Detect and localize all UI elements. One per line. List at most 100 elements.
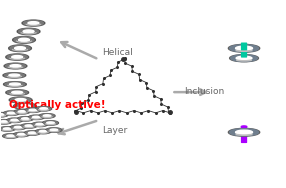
Ellipse shape: [230, 55, 259, 62]
Text: Inclusion: Inclusion: [184, 87, 225, 96]
Ellipse shape: [3, 73, 26, 78]
Ellipse shape: [0, 120, 11, 124]
Ellipse shape: [39, 114, 55, 118]
Ellipse shape: [36, 130, 50, 133]
Ellipse shape: [6, 54, 29, 60]
Ellipse shape: [3, 82, 26, 87]
Ellipse shape: [19, 29, 39, 34]
Ellipse shape: [0, 120, 12, 124]
Ellipse shape: [241, 126, 247, 127]
Ellipse shape: [50, 129, 58, 131]
Ellipse shape: [15, 133, 29, 136]
Ellipse shape: [230, 45, 259, 52]
Ellipse shape: [7, 112, 15, 114]
Ellipse shape: [15, 110, 29, 114]
Ellipse shape: [0, 121, 8, 123]
Ellipse shape: [14, 110, 30, 114]
Ellipse shape: [39, 130, 47, 133]
Ellipse shape: [4, 111, 18, 115]
Ellipse shape: [17, 117, 33, 121]
FancyBboxPatch shape: [241, 126, 247, 143]
Ellipse shape: [29, 109, 37, 111]
Ellipse shape: [11, 119, 19, 121]
Ellipse shape: [229, 44, 260, 52]
Ellipse shape: [9, 97, 32, 103]
Ellipse shape: [0, 113, 7, 117]
Ellipse shape: [18, 117, 33, 121]
Ellipse shape: [19, 105, 30, 108]
Ellipse shape: [40, 114, 54, 118]
Ellipse shape: [9, 83, 20, 86]
Ellipse shape: [9, 74, 20, 77]
Ellipse shape: [24, 131, 40, 135]
Ellipse shape: [43, 121, 57, 125]
Ellipse shape: [3, 111, 19, 115]
Ellipse shape: [11, 97, 31, 103]
Text: Helical: Helical: [102, 48, 132, 57]
Ellipse shape: [12, 56, 23, 58]
Ellipse shape: [5, 64, 25, 68]
Ellipse shape: [13, 36, 35, 43]
Ellipse shape: [46, 128, 62, 132]
Text: Optically active!: Optically active!: [9, 100, 106, 110]
Ellipse shape: [29, 132, 36, 134]
Ellipse shape: [25, 125, 33, 127]
Ellipse shape: [7, 118, 23, 123]
Ellipse shape: [7, 135, 15, 137]
Ellipse shape: [22, 20, 45, 26]
Ellipse shape: [14, 126, 22, 128]
Ellipse shape: [236, 56, 252, 60]
Text: Layer: Layer: [102, 126, 127, 135]
FancyBboxPatch shape: [241, 42, 247, 58]
Ellipse shape: [33, 123, 47, 126]
Ellipse shape: [10, 45, 30, 51]
Ellipse shape: [13, 132, 29, 137]
Ellipse shape: [21, 124, 37, 128]
Ellipse shape: [3, 128, 11, 130]
Ellipse shape: [36, 107, 52, 111]
Ellipse shape: [4, 73, 24, 78]
Ellipse shape: [43, 121, 58, 125]
Ellipse shape: [47, 122, 54, 124]
Ellipse shape: [10, 65, 21, 67]
Ellipse shape: [15, 47, 25, 50]
Ellipse shape: [6, 90, 29, 95]
Ellipse shape: [29, 115, 43, 119]
Ellipse shape: [22, 124, 36, 128]
Ellipse shape: [15, 99, 26, 101]
Ellipse shape: [0, 127, 15, 131]
Ellipse shape: [10, 125, 26, 130]
Ellipse shape: [3, 134, 19, 138]
Ellipse shape: [5, 82, 25, 87]
Ellipse shape: [17, 28, 40, 35]
Ellipse shape: [28, 22, 39, 24]
Ellipse shape: [18, 133, 25, 136]
Ellipse shape: [40, 108, 47, 110]
Ellipse shape: [7, 90, 27, 95]
Ellipse shape: [11, 125, 25, 129]
Ellipse shape: [25, 108, 41, 112]
Ellipse shape: [26, 108, 40, 112]
Ellipse shape: [229, 128, 260, 136]
Ellipse shape: [36, 123, 43, 125]
Ellipse shape: [0, 113, 8, 117]
Ellipse shape: [13, 103, 36, 109]
Ellipse shape: [32, 116, 40, 118]
Ellipse shape: [4, 134, 18, 138]
Ellipse shape: [32, 122, 48, 127]
Ellipse shape: [0, 127, 14, 131]
Ellipse shape: [4, 63, 27, 69]
Ellipse shape: [8, 118, 22, 122]
Ellipse shape: [43, 115, 51, 117]
Ellipse shape: [37, 107, 51, 111]
Ellipse shape: [28, 115, 44, 120]
Ellipse shape: [236, 46, 253, 50]
Ellipse shape: [23, 30, 34, 33]
Ellipse shape: [14, 37, 34, 43]
Ellipse shape: [23, 20, 43, 26]
Ellipse shape: [9, 45, 31, 52]
Ellipse shape: [236, 130, 253, 134]
Ellipse shape: [15, 103, 35, 109]
Ellipse shape: [230, 129, 259, 136]
Ellipse shape: [0, 114, 4, 116]
